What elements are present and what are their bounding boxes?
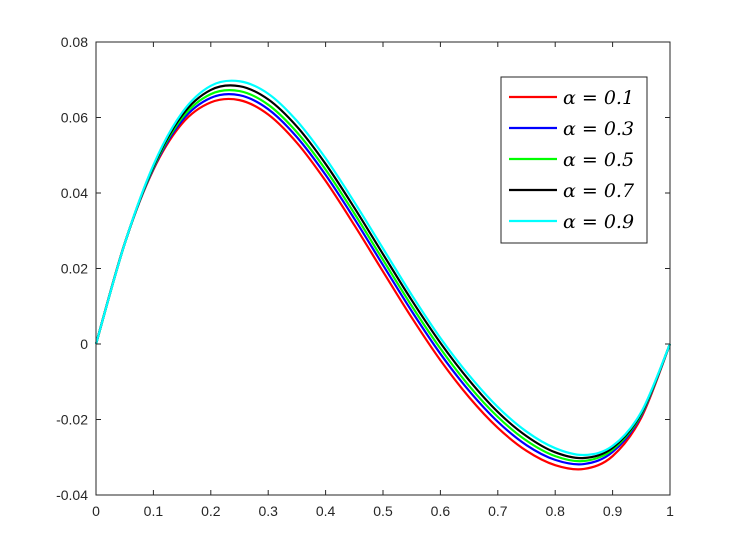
x-tick-label: 0.7 [488, 503, 508, 519]
legend-label-1: α = 0.1 [563, 87, 634, 109]
y-tick-label: 0.06 [61, 110, 88, 126]
x-tick-label: 0.4 [316, 503, 336, 519]
y-tick-label: -0.04 [56, 487, 88, 503]
series-line-1 [94, 97, 672, 471]
y-tick-label: 0.08 [61, 34, 88, 50]
series-layer [94, 79, 672, 471]
x-tick-label: 0.1 [144, 503, 164, 519]
x-tick-label: 1 [666, 503, 674, 519]
x-tick-label: 0.5 [373, 503, 393, 519]
legend-label-4: α = 0.7 [563, 180, 635, 202]
legend-label-3: α = 0.5 [563, 149, 634, 171]
legend-label-5: α = 0.9 [563, 211, 634, 233]
x-tick-label: 0.3 [258, 503, 278, 519]
x-tick-label: 0.9 [603, 503, 623, 519]
x-tick-label: 0.8 [545, 503, 565, 519]
x-tick-label: 0 [92, 503, 100, 519]
x-tick-label: 0.6 [431, 503, 451, 519]
ticks-layer: 0 0.1 0.2 0.3 0.4 0.5 0.6 0.7 0.8 0.9 1 -0.04 -0.02 0… [56, 34, 674, 519]
series-line-4 [94, 84, 672, 460]
y-tick-label: 0.02 [61, 261, 88, 277]
series-line-3 [94, 88, 672, 463]
legend-label-2: α = 0.3 [563, 118, 634, 140]
y-tick-label: 0.04 [61, 185, 88, 201]
x-tick-label: 0.2 [201, 503, 221, 519]
legend: α = 0.1 α = 0.3 α = 0.5 α = 0.7 α = 0.9 [500, 76, 648, 244]
y-tick-label: -0.02 [56, 412, 88, 428]
y-tick-label: 0 [80, 336, 88, 352]
series-line-5 [94, 79, 672, 457]
series-line-2 [94, 93, 672, 466]
